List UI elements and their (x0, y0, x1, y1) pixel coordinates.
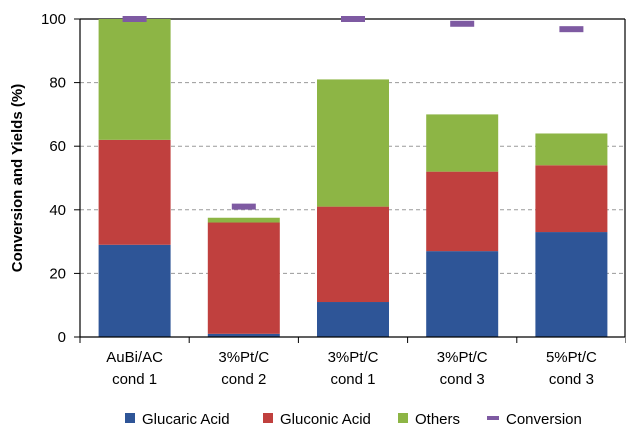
x-category-label: cond 2 (221, 371, 266, 388)
x-category-label: 3%Pt/C (328, 349, 379, 366)
axes (79, 19, 626, 338)
legend: Glucaric Acid Gluconic Acid Others Conversi… (125, 411, 582, 428)
x-category-label: cond 3 (549, 371, 594, 388)
bar-segment-gluconic-acid (207, 222, 280, 334)
legend-swatch (125, 413, 135, 423)
bar-segment-glucaric-acid (98, 244, 171, 337)
legend-swatch (263, 413, 273, 423)
x-category-label: cond 3 (440, 371, 485, 388)
y-tick-label: 20 (49, 265, 66, 282)
bars (98, 19, 608, 337)
y-tick-label: 60 (49, 138, 66, 155)
bar-segment-glucaric-acid (207, 333, 280, 337)
bar-segment-gluconic-acid (426, 171, 499, 252)
x-category-label: 5%Pt/C (546, 349, 597, 366)
legend-label: Conversion (506, 411, 582, 428)
conversion-markers (122, 16, 584, 210)
x-category-label: 3%Pt/C (218, 349, 269, 366)
bar-segment-others (426, 114, 499, 172)
conversion-marker (122, 16, 147, 22)
conversion-marker (341, 16, 365, 22)
bar-segment-others (535, 133, 608, 166)
y-tick-label: 100 (41, 11, 66, 28)
bar-segment-glucaric-acid (426, 251, 499, 337)
bar-segment-others (317, 79, 389, 207)
legend-label: Gluconic Acid (280, 411, 371, 428)
y-tick-label: 80 (49, 75, 66, 92)
conversion-marker (559, 26, 584, 33)
conversion-marker (450, 20, 475, 27)
bar-segment-gluconic-acid (535, 165, 608, 233)
legend-label: Glucaric Acid (142, 411, 230, 428)
x-category-label: cond 1 (112, 371, 157, 388)
y-tick-labels: 0 20 40 60 80 100 (41, 11, 80, 346)
x-category-label: 3%Pt/C (437, 349, 488, 366)
bar-segment-others (207, 217, 280, 223)
y-axis-title: Conversion and Yields (%) (9, 84, 26, 272)
bar-segment-gluconic-acid (317, 206, 389, 303)
bar-segment-others (98, 19, 171, 140)
x-category-label: cond 1 (330, 371, 375, 388)
bar-segment-glucaric-acid (535, 232, 608, 337)
legend-swatch (398, 413, 408, 423)
x-category-label: AuBi/AC (106, 349, 163, 366)
bar-segment-glucaric-acid (317, 302, 389, 337)
legend-label: Others (415, 411, 460, 428)
y-tick-label: 40 (49, 202, 66, 219)
bar-segment-gluconic-acid (98, 139, 171, 245)
x-category-labels: AuBi/AC cond 1 3%Pt/C cond 2 3%Pt/C cond 1 3%P… (79, 337, 626, 388)
conversion-marker (231, 203, 256, 210)
y-tick-label: 0 (58, 329, 66, 346)
legend-swatch (487, 416, 499, 420)
